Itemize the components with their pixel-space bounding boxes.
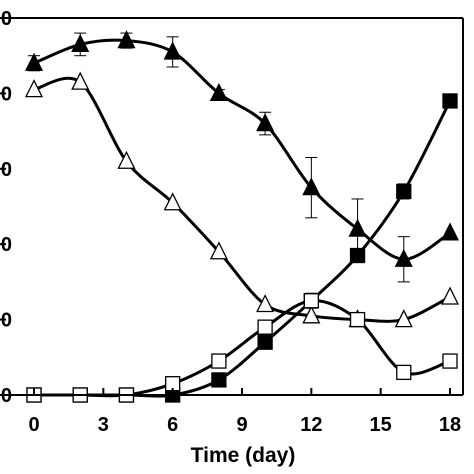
triangle-marker xyxy=(394,248,413,267)
series-open-square xyxy=(26,293,458,403)
square-marker xyxy=(257,319,273,335)
triangle-marker xyxy=(256,294,275,313)
triangle-marker xyxy=(71,71,90,90)
x-axis-title: Time (day) xyxy=(191,444,296,467)
y-tick-label: 0 xyxy=(1,310,12,332)
series-line xyxy=(33,38,451,261)
series-line xyxy=(33,76,451,323)
square-marker xyxy=(349,247,366,264)
triangle-marker xyxy=(117,150,136,169)
x-tick-label: 18 xyxy=(439,414,461,436)
triangle-marker xyxy=(440,222,460,241)
triangle-marker xyxy=(348,218,367,237)
y-tick-label: 0 xyxy=(1,385,12,407)
series-filled-triangle xyxy=(24,30,460,283)
triangle-marker xyxy=(163,41,182,60)
triangle-marker xyxy=(209,82,228,102)
triangle-marker xyxy=(302,177,321,196)
y-tick-label: 0 xyxy=(1,83,12,105)
series-line xyxy=(33,299,451,398)
square-marker xyxy=(211,372,227,388)
y-tick-label: 0 xyxy=(1,8,12,30)
x-tick-label: 0 xyxy=(28,414,39,436)
triangle-marker xyxy=(24,79,44,98)
triangle-marker xyxy=(302,305,321,324)
x-tick-label: 9 xyxy=(236,414,247,436)
triangle-marker xyxy=(117,30,136,49)
y-tick-label: 0 xyxy=(1,159,12,181)
triangle-marker xyxy=(209,241,228,260)
triangle-marker xyxy=(394,309,413,328)
series-open-triangle xyxy=(24,71,460,328)
x-tick-label: 12 xyxy=(300,414,322,436)
square-marker xyxy=(303,293,319,309)
series-filled-square xyxy=(26,93,458,403)
square-marker xyxy=(442,353,458,369)
square-marker xyxy=(396,183,412,200)
triangle-marker xyxy=(71,33,90,53)
square-marker xyxy=(257,334,273,350)
y-tick-label: 0 xyxy=(1,234,12,256)
x-tick-label: 15 xyxy=(370,414,392,436)
triangle-marker xyxy=(440,286,460,305)
triangle-marker xyxy=(256,113,275,132)
x-tick-label: 6 xyxy=(167,414,178,436)
triangle-marker xyxy=(163,192,182,211)
square-marker xyxy=(442,93,458,109)
triangle-marker xyxy=(24,52,44,71)
square-marker xyxy=(211,353,227,369)
square-marker xyxy=(396,364,412,381)
x-tick-label: 3 xyxy=(98,414,109,436)
square-marker xyxy=(349,311,366,328)
series-line xyxy=(33,100,452,398)
series-layer xyxy=(24,30,460,403)
